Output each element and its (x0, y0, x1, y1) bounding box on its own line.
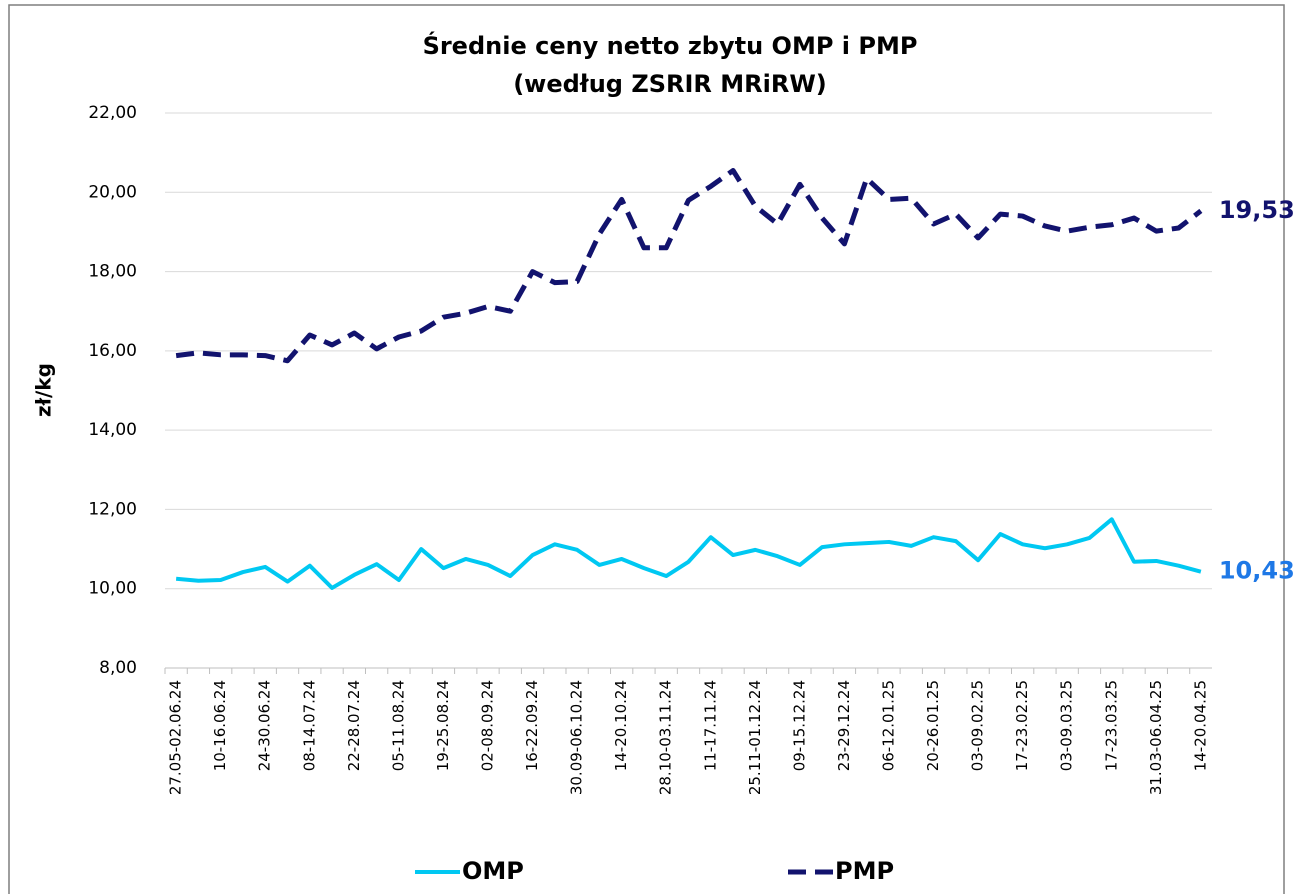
y-tick-label: 14,00 (88, 420, 137, 440)
x-tick-label: 28.10-03.11.24 (657, 680, 675, 795)
x-tick-label: 10-16.06.24 (211, 680, 229, 771)
x-tick-label: 20-26.01.25 (924, 680, 942, 771)
x-tick-label: 08-14.07.24 (300, 680, 318, 771)
x-tick-label: 09-15.12.24 (790, 680, 808, 771)
series-line (175, 517, 1202, 590)
x-tick-label: 03-09.02.25 (969, 680, 987, 771)
legend-label: OMP (462, 857, 524, 885)
y-axis-label: zł/kg (32, 363, 56, 417)
chart-title: Średnie ceny netto zbytu OMP i PMP (423, 30, 918, 60)
x-tick-label: 31.03-06.04.25 (1147, 680, 1165, 795)
legend-label: PMP (835, 857, 894, 885)
x-tick-label: 16-22.09.24 (523, 680, 541, 771)
x-tick-label: 11-17.11.24 (701, 680, 719, 771)
y-tick-label: 16,00 (88, 341, 137, 361)
chart-border (8, 4, 1285, 894)
y-tick-label: 10,00 (88, 579, 137, 599)
x-tick-label: 23-29.12.24 (835, 680, 853, 771)
x-tick-label: 22-28.07.24 (345, 680, 363, 771)
x-tick-label: 25.11-01.12.24 (746, 680, 764, 795)
x-tick-label: 17-23.02.25 (1013, 680, 1031, 771)
y-tick-label: 12,00 (88, 499, 137, 519)
y-tick-label: 18,00 (88, 262, 137, 282)
y-tick-label: 22,00 (88, 103, 137, 123)
x-tick-label: 14-20.10.24 (612, 680, 630, 771)
x-tick-label: 02-08.09.24 (479, 680, 497, 771)
x-tick-label: 03-09.03.25 (1058, 680, 1076, 771)
series-line (175, 167, 1203, 364)
y-tick-label: 20,00 (88, 182, 137, 202)
x-tick-label: 05-11.08.24 (389, 680, 407, 771)
x-tick-label: 30.09-06.10.24 (568, 680, 586, 795)
chart-subtitle: (według ZSRIR MRiRW) (513, 70, 827, 98)
x-tick-label: 06-12.01.25 (879, 680, 897, 771)
x-tick-label: 19-25.08.24 (434, 680, 452, 771)
value-label: 10,43 (1219, 557, 1293, 585)
x-tick-label: 24-30.06.24 (256, 680, 274, 771)
y-tick-label: 8,00 (99, 658, 137, 678)
value-label: 19,53 (1219, 196, 1293, 224)
x-tick-label: 17-23.03.25 (1102, 680, 1120, 771)
x-tick-label: 14-20.04.25 (1191, 680, 1209, 771)
x-tick-label: 27.05-02.06.24 (167, 680, 185, 795)
